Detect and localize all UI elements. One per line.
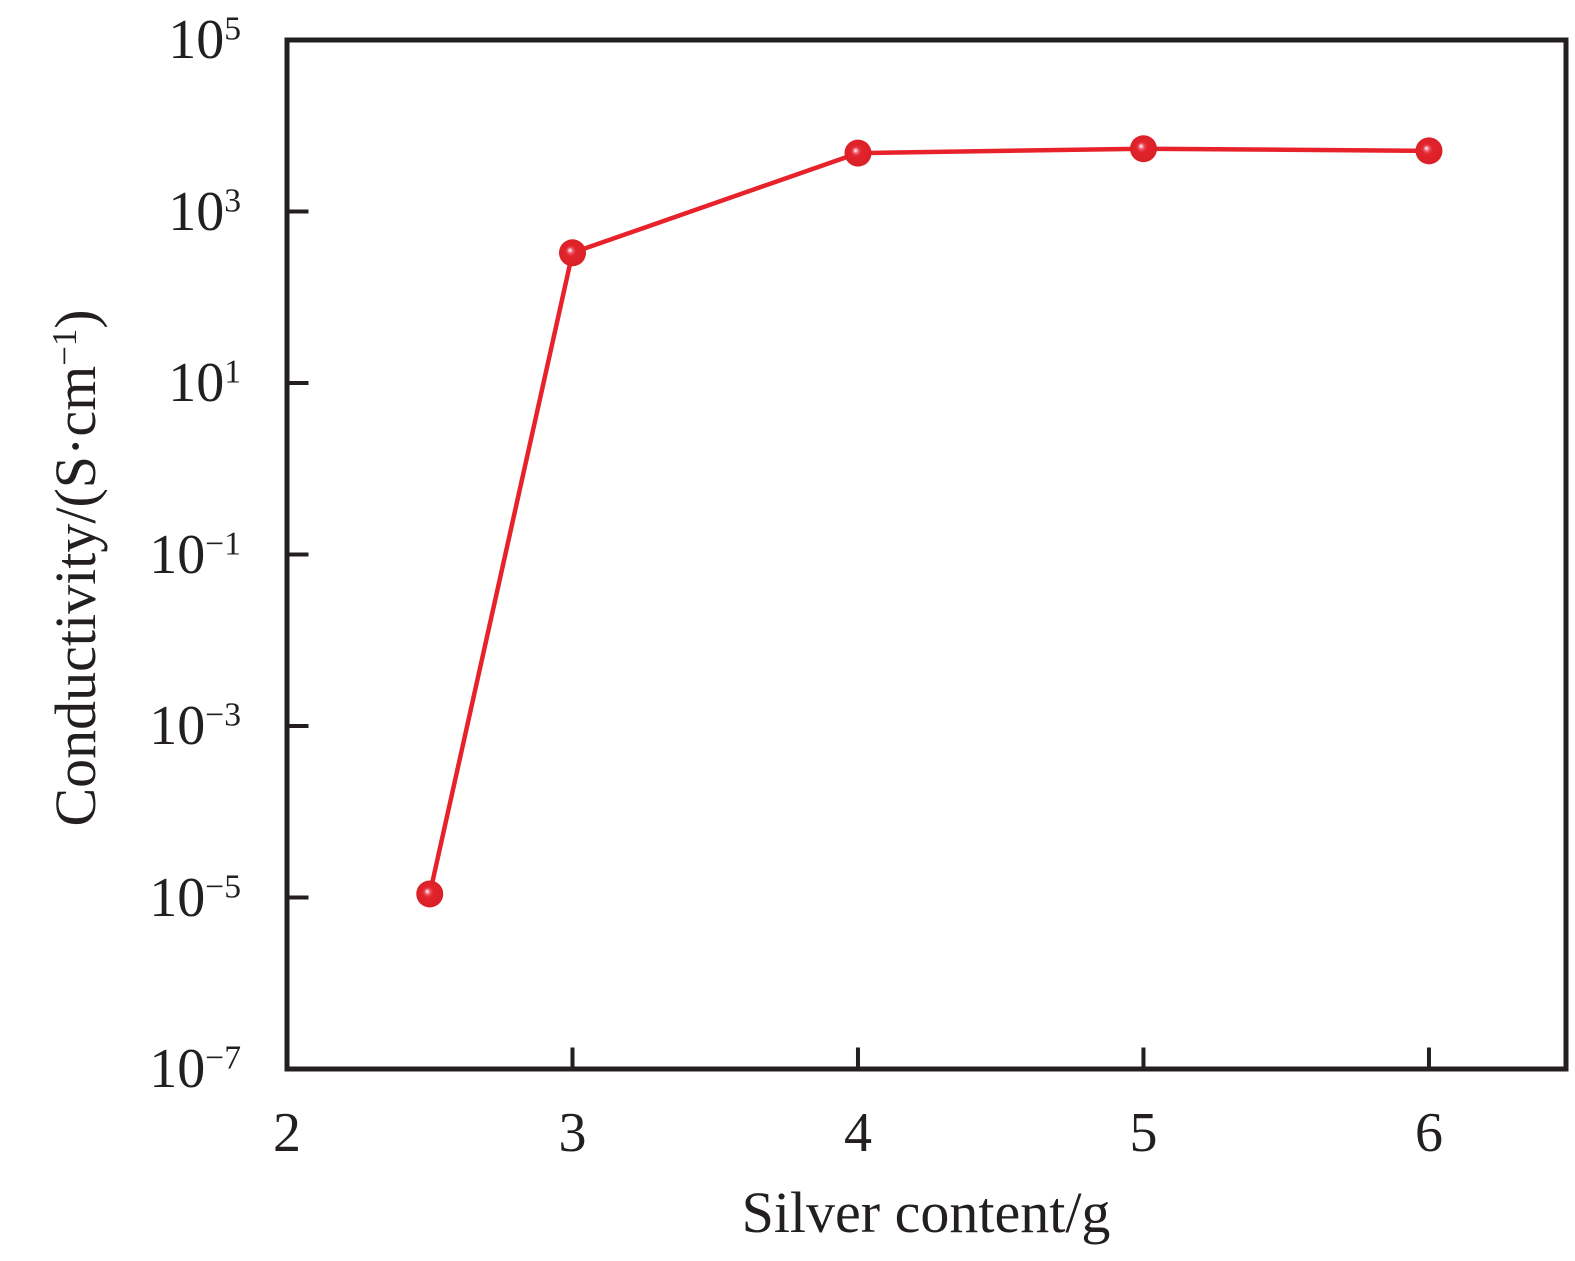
y-axis-label-prefix: Conductivity/(S·cm [43,365,109,827]
y-axis-label-suffix: ) [43,309,109,329]
frame-group [284,37,1569,1072]
y-tick-label: 10−5 [149,866,241,929]
ticks-group [285,38,1431,1071]
y-tick-label: 101 [168,352,241,414]
y-axis-label-sup: −1 [45,328,85,366]
series-group [416,135,1443,908]
data-point-marker [558,239,586,267]
x-tick-label: 2 [273,1102,301,1164]
data-point-marker [416,880,444,908]
y-tick-label: 10−1 [149,523,241,586]
y-tick-label: 105 [168,9,241,71]
x-tick-label: 6 [1414,1102,1443,1164]
axis-frame [284,37,1569,1072]
y-axis-label: Conductivity/(S·cm−1) [41,309,111,826]
data-point-marker [1415,137,1443,165]
data-point-marker [844,139,872,167]
data-point-marker [1129,135,1157,163]
x-tick-label: 4 [843,1102,872,1164]
x-axis-label: Silver content/g [741,1180,1111,1245]
y-tick-label: 10−7 [149,1038,241,1100]
y-tick-label: 103 [168,180,241,243]
x-tick-label: 3 [558,1102,587,1164]
y-tick-label: 10−3 [149,695,241,757]
x-tick-label: 5 [1129,1102,1158,1164]
